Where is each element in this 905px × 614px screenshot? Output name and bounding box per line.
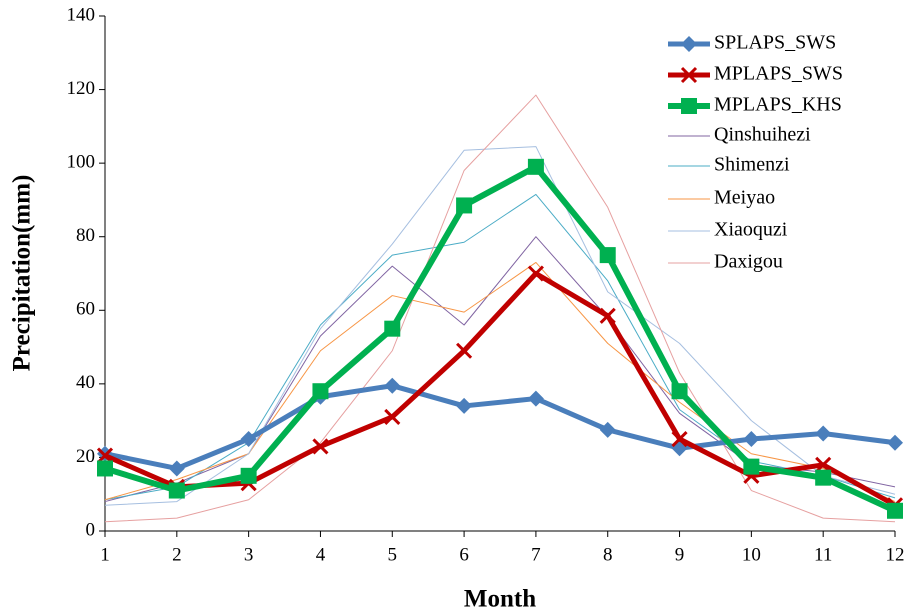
point bbox=[815, 425, 832, 442]
point bbox=[456, 342, 473, 359]
y-tick-label: 60 bbox=[76, 299, 95, 320]
point bbox=[527, 158, 544, 175]
point bbox=[384, 377, 401, 394]
y-tick-label: 100 bbox=[67, 152, 96, 173]
x-tick-label: 10 bbox=[742, 544, 761, 565]
legend-label: MPLAPS_KHS bbox=[714, 94, 842, 116]
legend-marker bbox=[680, 66, 698, 84]
legend-label: Daxigou bbox=[714, 251, 783, 273]
point bbox=[815, 456, 832, 473]
point bbox=[168, 482, 185, 499]
point bbox=[240, 431, 257, 448]
point bbox=[599, 247, 616, 264]
x-tick-label: 12 bbox=[886, 544, 905, 565]
point bbox=[743, 458, 760, 475]
point bbox=[887, 502, 903, 519]
legend-label: Xiaoquzi bbox=[714, 219, 788, 241]
y-tick-label: 40 bbox=[76, 372, 95, 393]
point bbox=[384, 320, 401, 337]
y-tick-label: 120 bbox=[67, 78, 96, 99]
legend-marker bbox=[681, 98, 697, 114]
point bbox=[456, 397, 473, 414]
point bbox=[671, 430, 688, 448]
point bbox=[456, 197, 473, 214]
series-line bbox=[104, 193, 896, 501]
series-line bbox=[104, 261, 896, 503]
x-tick-label: 6 bbox=[459, 544, 469, 565]
legend-label: Meiyao bbox=[714, 187, 775, 209]
point bbox=[97, 460, 113, 477]
x-tick-label: 7 bbox=[531, 544, 541, 565]
y-axis-title: Precipitation(mm) bbox=[9, 175, 36, 372]
y-tick-label: 20 bbox=[76, 446, 95, 467]
x-tick-label: 4 bbox=[316, 544, 326, 565]
legend-label: SPLAPS_SWS bbox=[714, 32, 836, 54]
point bbox=[671, 383, 688, 400]
point bbox=[312, 383, 329, 400]
point bbox=[312, 438, 329, 455]
point bbox=[887, 434, 903, 451]
legend-label: MPLAPS_SWS bbox=[714, 63, 843, 85]
x-tick-label: 9 bbox=[675, 544, 685, 565]
legend-label: Shimenzi bbox=[714, 154, 790, 176]
x-tick-label: 11 bbox=[814, 544, 832, 565]
x-tick-label: 1 bbox=[100, 544, 110, 565]
x-tick-label: 2 bbox=[172, 544, 182, 565]
series-line bbox=[104, 271, 897, 508]
legend-label: Qinshuihezi bbox=[714, 124, 811, 146]
point bbox=[240, 467, 257, 484]
point bbox=[599, 421, 616, 438]
point bbox=[96, 447, 114, 464]
y-tick-label: 80 bbox=[76, 225, 95, 246]
point bbox=[743, 431, 760, 448]
series-line bbox=[104, 236, 896, 503]
point bbox=[599, 307, 616, 324]
x-tick-label: 5 bbox=[388, 544, 398, 565]
point bbox=[384, 408, 401, 426]
y-tick-label: 140 bbox=[67, 4, 96, 25]
series-line bbox=[104, 146, 896, 506]
legend-marker bbox=[681, 36, 697, 52]
point bbox=[527, 390, 544, 407]
series-line bbox=[104, 94, 896, 523]
point bbox=[815, 469, 832, 486]
x-tick-label: 3 bbox=[244, 544, 254, 565]
series-line bbox=[104, 163, 897, 514]
x-axis-title: Month bbox=[464, 586, 536, 613]
series-line bbox=[104, 383, 896, 471]
x-tick-label: 8 bbox=[603, 544, 613, 565]
point bbox=[168, 460, 185, 477]
y-tick-label: 0 bbox=[86, 519, 96, 540]
point bbox=[527, 265, 544, 282]
